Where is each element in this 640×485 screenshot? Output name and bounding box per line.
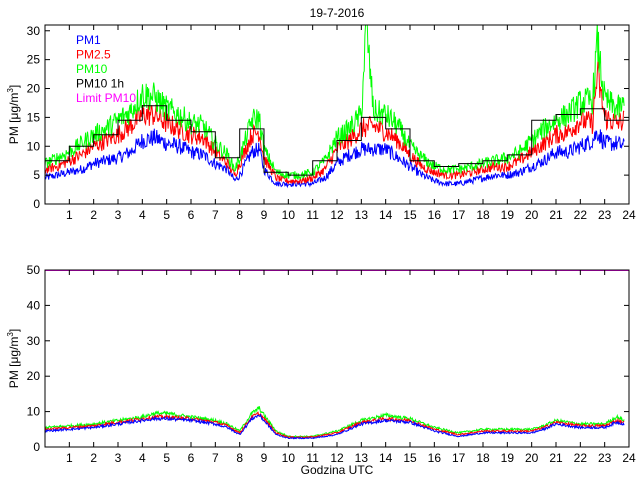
- y-tick-label-0-20: 20: [27, 82, 41, 96]
- y-tick-label-1-20: 20: [27, 369, 41, 383]
- x-tick-label-1-2: 2: [90, 451, 97, 465]
- x-tick-label-1-8: 8: [236, 451, 243, 465]
- x-tick-label-0-22: 22: [574, 208, 588, 222]
- y-axis-label-main-1: PM [μg/m: [7, 337, 21, 389]
- x-tick-label-0-1: 1: [66, 208, 73, 222]
- x-tick-label-0-9: 9: [261, 208, 268, 222]
- x-tick-label-0-8: 8: [236, 208, 243, 222]
- x-tick-label-1-12: 12: [330, 451, 344, 465]
- y-tick-label-0-15: 15: [27, 110, 41, 124]
- x-tick-label-0-23: 23: [598, 208, 612, 222]
- x-tick-label-0-6: 6: [188, 208, 195, 222]
- y-axis-label-close-1: ]: [7, 329, 21, 332]
- x-tick-label-1-13: 13: [355, 451, 369, 465]
- series-line-0-pm10-1h: [45, 105, 629, 176]
- legend-entry-pm10-1h: PM10 1h: [76, 77, 124, 91]
- x-tick-label-1-19: 19: [501, 451, 515, 465]
- y-tick-label-1-50: 50: [27, 263, 41, 277]
- legend-entry-limit-pm10: Limit PM10: [76, 91, 136, 105]
- x-tick-label-1-23: 23: [598, 451, 612, 465]
- x-tick-label-0-4: 4: [139, 208, 146, 222]
- x-tick-label-0-12: 12: [330, 208, 344, 222]
- x-tick-label-1-18: 18: [476, 451, 490, 465]
- y-axis-label-sup-1: 3: [6, 332, 15, 337]
- x-tick-label-1-10: 10: [282, 451, 296, 465]
- y-tick-label-0-10: 10: [27, 139, 41, 153]
- y-tick-label-1-40: 40: [27, 298, 41, 312]
- y-tick-label-0-5: 5: [33, 168, 40, 182]
- y-tick-label-0-0: 0: [33, 197, 40, 211]
- chart-title: 19-7-2016: [310, 6, 365, 20]
- x-tick-label-0-5: 5: [163, 208, 170, 222]
- y-axis-label-1: PM [μg/m3]: [6, 329, 21, 388]
- x-tick-label-1-9: 9: [261, 451, 268, 465]
- series-line-0-pm1: [45, 128, 625, 189]
- y-axis-label-sup-0: 3: [6, 88, 15, 93]
- x-tick-label-1-11: 11: [306, 451, 319, 465]
- x-tick-label-1-24: 24: [622, 451, 636, 465]
- x-tick-label-1-22: 22: [574, 451, 588, 465]
- x-tick-label-0-13: 13: [355, 208, 369, 222]
- x-tick-label-0-15: 15: [403, 208, 417, 222]
- y-axis-label-0: PM [μg/m3]: [6, 85, 21, 144]
- y-tick-label-0-25: 25: [27, 53, 41, 67]
- x-tick-label-1-3: 3: [115, 451, 122, 465]
- x-tick-label-0-7: 7: [212, 208, 219, 222]
- x-tick-label-0-24: 24: [622, 208, 636, 222]
- legend-entry-pm2-5: PM2.5: [76, 48, 111, 62]
- y-axis-label-close-0: ]: [7, 85, 21, 88]
- x-tick-label-1-1: 1: [66, 451, 73, 465]
- x-tick-label-1-20: 20: [525, 451, 539, 465]
- x-tick-label-0-10: 10: [282, 208, 296, 222]
- series-line-1-pm1: [45, 413, 625, 440]
- x-tick-label-0-14: 14: [379, 208, 393, 222]
- y-tick-label-1-10: 10: [27, 405, 41, 419]
- x-tick-label-1-14: 14: [379, 451, 393, 465]
- legend-entry-pm10: PM10: [76, 62, 108, 76]
- x-tick-label-1-4: 4: [139, 451, 146, 465]
- y-tick-label-1-30: 30: [27, 334, 41, 348]
- x-tick-label-1-16: 16: [428, 451, 442, 465]
- series-line-0-pm10: [45, 25, 625, 180]
- x-tick-label-0-3: 3: [115, 208, 122, 222]
- x-tick-label-0-2: 2: [90, 208, 97, 222]
- y-axis-label-main-0: PM [μg/m: [7, 93, 21, 145]
- x-tick-label-1-17: 17: [452, 451, 466, 465]
- x-tick-label-1-6: 6: [188, 451, 195, 465]
- series-line-0-pm2-5: [45, 61, 625, 186]
- x-tick-label-0-17: 17: [452, 208, 466, 222]
- x-tick-label-0-16: 16: [428, 208, 442, 222]
- x-tick-label-1-15: 15: [403, 451, 417, 465]
- x-tick-label-0-11: 11: [306, 208, 319, 222]
- x-tick-label-0-19: 19: [501, 208, 515, 222]
- y-tick-label-0-30: 30: [27, 24, 41, 38]
- x-axis-label: Godzina UTC: [301, 463, 374, 477]
- x-tick-label-0-18: 18: [476, 208, 490, 222]
- series-line-1-pm2-5: [45, 411, 625, 439]
- x-tick-label-0-20: 20: [525, 208, 539, 222]
- x-tick-label-0-21: 21: [549, 208, 563, 222]
- x-tick-label-1-21: 21: [549, 451, 563, 465]
- x-tick-label-1-7: 7: [212, 451, 219, 465]
- y-tick-label-1-0: 0: [33, 440, 40, 454]
- x-tick-label-1-5: 5: [163, 451, 170, 465]
- legend-entry-pm1: PM1: [76, 33, 101, 47]
